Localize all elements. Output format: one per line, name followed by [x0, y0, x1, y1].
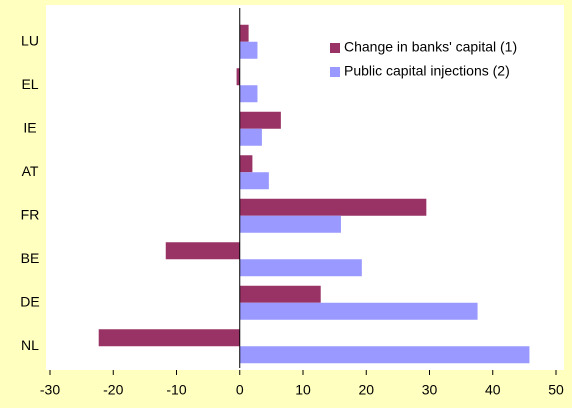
y-tick-label: NL: [21, 337, 39, 353]
bar: [239, 285, 321, 303]
y-tick-label: FR: [21, 206, 40, 222]
legend-label: Change in banks' capital (1): [344, 39, 517, 55]
bar: [239, 155, 253, 173]
x-tick-label: 20: [358, 382, 374, 398]
x-tick-label: -20: [103, 382, 123, 398]
bar: [239, 172, 269, 190]
x-tick-label: -30: [40, 382, 60, 398]
bar: [239, 259, 362, 277]
y-tick-label: EL: [21, 76, 38, 92]
x-tick-label: 40: [485, 382, 501, 398]
y-tick-label: LU: [21, 32, 39, 48]
y-tick-label: DE: [20, 293, 39, 309]
bar: [239, 24, 249, 42]
bar: [165, 242, 240, 260]
bar: [239, 215, 341, 233]
bar: [239, 198, 427, 216]
bar: [239, 128, 262, 146]
x-tick-label: 0: [236, 382, 244, 398]
bar: [239, 111, 281, 129]
x-tick-label: 10: [295, 382, 311, 398]
bar: [239, 346, 530, 364]
x-tick-label: 50: [548, 382, 564, 398]
legend-label: Public capital injections (2): [344, 63, 510, 79]
bar: [239, 41, 258, 59]
x-tick-label: -10: [166, 382, 186, 398]
y-tick-label: IE: [23, 119, 36, 135]
bar: [98, 329, 240, 347]
y-tick-label: BE: [21, 250, 40, 266]
legend-swatch: [330, 67, 340, 77]
legend-swatch: [330, 43, 340, 53]
bar: [239, 302, 478, 320]
bar: [236, 68, 240, 86]
bar: [239, 85, 258, 103]
y-tick-label: AT: [22, 163, 39, 179]
x-tick-label: 30: [422, 382, 438, 398]
